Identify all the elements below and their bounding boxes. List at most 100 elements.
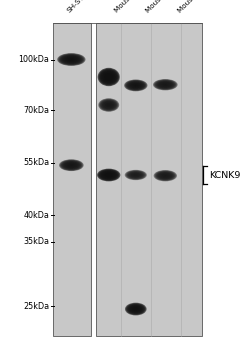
Ellipse shape <box>62 161 80 169</box>
Text: Mouse large intestine: Mouse large intestine <box>145 0 204 14</box>
Ellipse shape <box>153 79 178 90</box>
Ellipse shape <box>101 70 117 84</box>
Ellipse shape <box>57 53 86 66</box>
Ellipse shape <box>102 172 115 178</box>
Ellipse shape <box>104 73 113 81</box>
Ellipse shape <box>158 82 172 88</box>
Ellipse shape <box>103 101 115 109</box>
Ellipse shape <box>59 159 84 171</box>
Ellipse shape <box>131 173 140 177</box>
Text: 70kDa: 70kDa <box>23 106 49 115</box>
Ellipse shape <box>126 80 146 90</box>
Ellipse shape <box>154 170 176 181</box>
Ellipse shape <box>59 54 83 65</box>
Text: 55kDa: 55kDa <box>23 158 49 167</box>
Ellipse shape <box>127 304 144 314</box>
Ellipse shape <box>130 306 141 312</box>
Text: 25kDa: 25kDa <box>23 302 49 311</box>
Ellipse shape <box>62 161 81 170</box>
Ellipse shape <box>66 163 77 168</box>
Text: Mouse pancreas: Mouse pancreas <box>177 0 222 14</box>
Ellipse shape <box>129 305 143 313</box>
Ellipse shape <box>100 99 118 111</box>
Ellipse shape <box>98 68 120 86</box>
Ellipse shape <box>154 170 177 181</box>
Ellipse shape <box>99 169 119 181</box>
Text: SH-SY5Y: SH-SY5Y <box>66 0 92 14</box>
Ellipse shape <box>125 80 147 91</box>
Ellipse shape <box>100 170 118 180</box>
Ellipse shape <box>124 79 148 91</box>
Bar <box>53 23 91 336</box>
Ellipse shape <box>156 80 174 89</box>
Ellipse shape <box>63 161 79 169</box>
Ellipse shape <box>129 172 143 178</box>
Ellipse shape <box>158 172 173 179</box>
Ellipse shape <box>65 162 77 168</box>
Text: 35kDa: 35kDa <box>23 237 49 246</box>
Ellipse shape <box>156 171 174 180</box>
Ellipse shape <box>105 173 113 177</box>
Ellipse shape <box>58 54 84 65</box>
Ellipse shape <box>63 56 79 63</box>
Ellipse shape <box>125 170 146 180</box>
Ellipse shape <box>104 172 114 178</box>
Ellipse shape <box>157 172 174 180</box>
Ellipse shape <box>125 303 147 315</box>
Ellipse shape <box>132 173 140 177</box>
Ellipse shape <box>128 82 143 89</box>
Ellipse shape <box>103 72 114 82</box>
Ellipse shape <box>104 102 113 108</box>
Ellipse shape <box>101 100 116 110</box>
Ellipse shape <box>125 170 147 180</box>
Ellipse shape <box>101 100 117 110</box>
Ellipse shape <box>130 173 141 177</box>
Ellipse shape <box>126 170 145 180</box>
Ellipse shape <box>105 74 113 80</box>
Ellipse shape <box>98 169 120 181</box>
Ellipse shape <box>157 81 173 88</box>
Ellipse shape <box>60 55 82 64</box>
Ellipse shape <box>61 160 82 170</box>
Ellipse shape <box>106 75 112 80</box>
Ellipse shape <box>97 169 121 181</box>
Ellipse shape <box>100 170 117 180</box>
Ellipse shape <box>161 83 170 87</box>
Ellipse shape <box>159 173 171 178</box>
Ellipse shape <box>159 82 171 88</box>
Ellipse shape <box>64 162 78 169</box>
Ellipse shape <box>155 171 175 181</box>
Ellipse shape <box>100 70 117 84</box>
Ellipse shape <box>127 81 144 90</box>
Ellipse shape <box>127 171 144 179</box>
Ellipse shape <box>156 80 175 89</box>
Ellipse shape <box>161 174 169 178</box>
Ellipse shape <box>127 81 145 90</box>
Ellipse shape <box>98 98 119 112</box>
Ellipse shape <box>60 160 83 171</box>
Ellipse shape <box>132 83 140 88</box>
Ellipse shape <box>66 57 77 62</box>
Ellipse shape <box>102 101 115 109</box>
Ellipse shape <box>102 72 115 82</box>
Ellipse shape <box>99 69 118 85</box>
Ellipse shape <box>98 69 119 85</box>
Text: Mouse brain: Mouse brain <box>114 0 149 14</box>
Ellipse shape <box>128 171 144 178</box>
Ellipse shape <box>131 306 140 312</box>
Ellipse shape <box>103 172 115 178</box>
Text: 40kDa: 40kDa <box>23 211 49 220</box>
Ellipse shape <box>101 171 116 179</box>
Ellipse shape <box>159 173 172 179</box>
Ellipse shape <box>126 303 145 315</box>
Ellipse shape <box>99 99 118 111</box>
Ellipse shape <box>130 83 142 88</box>
Ellipse shape <box>62 55 80 64</box>
Ellipse shape <box>61 55 81 64</box>
Ellipse shape <box>102 71 116 83</box>
Ellipse shape <box>126 303 146 315</box>
Ellipse shape <box>64 56 78 63</box>
Ellipse shape <box>131 83 141 88</box>
Ellipse shape <box>155 80 176 90</box>
Ellipse shape <box>160 173 170 178</box>
